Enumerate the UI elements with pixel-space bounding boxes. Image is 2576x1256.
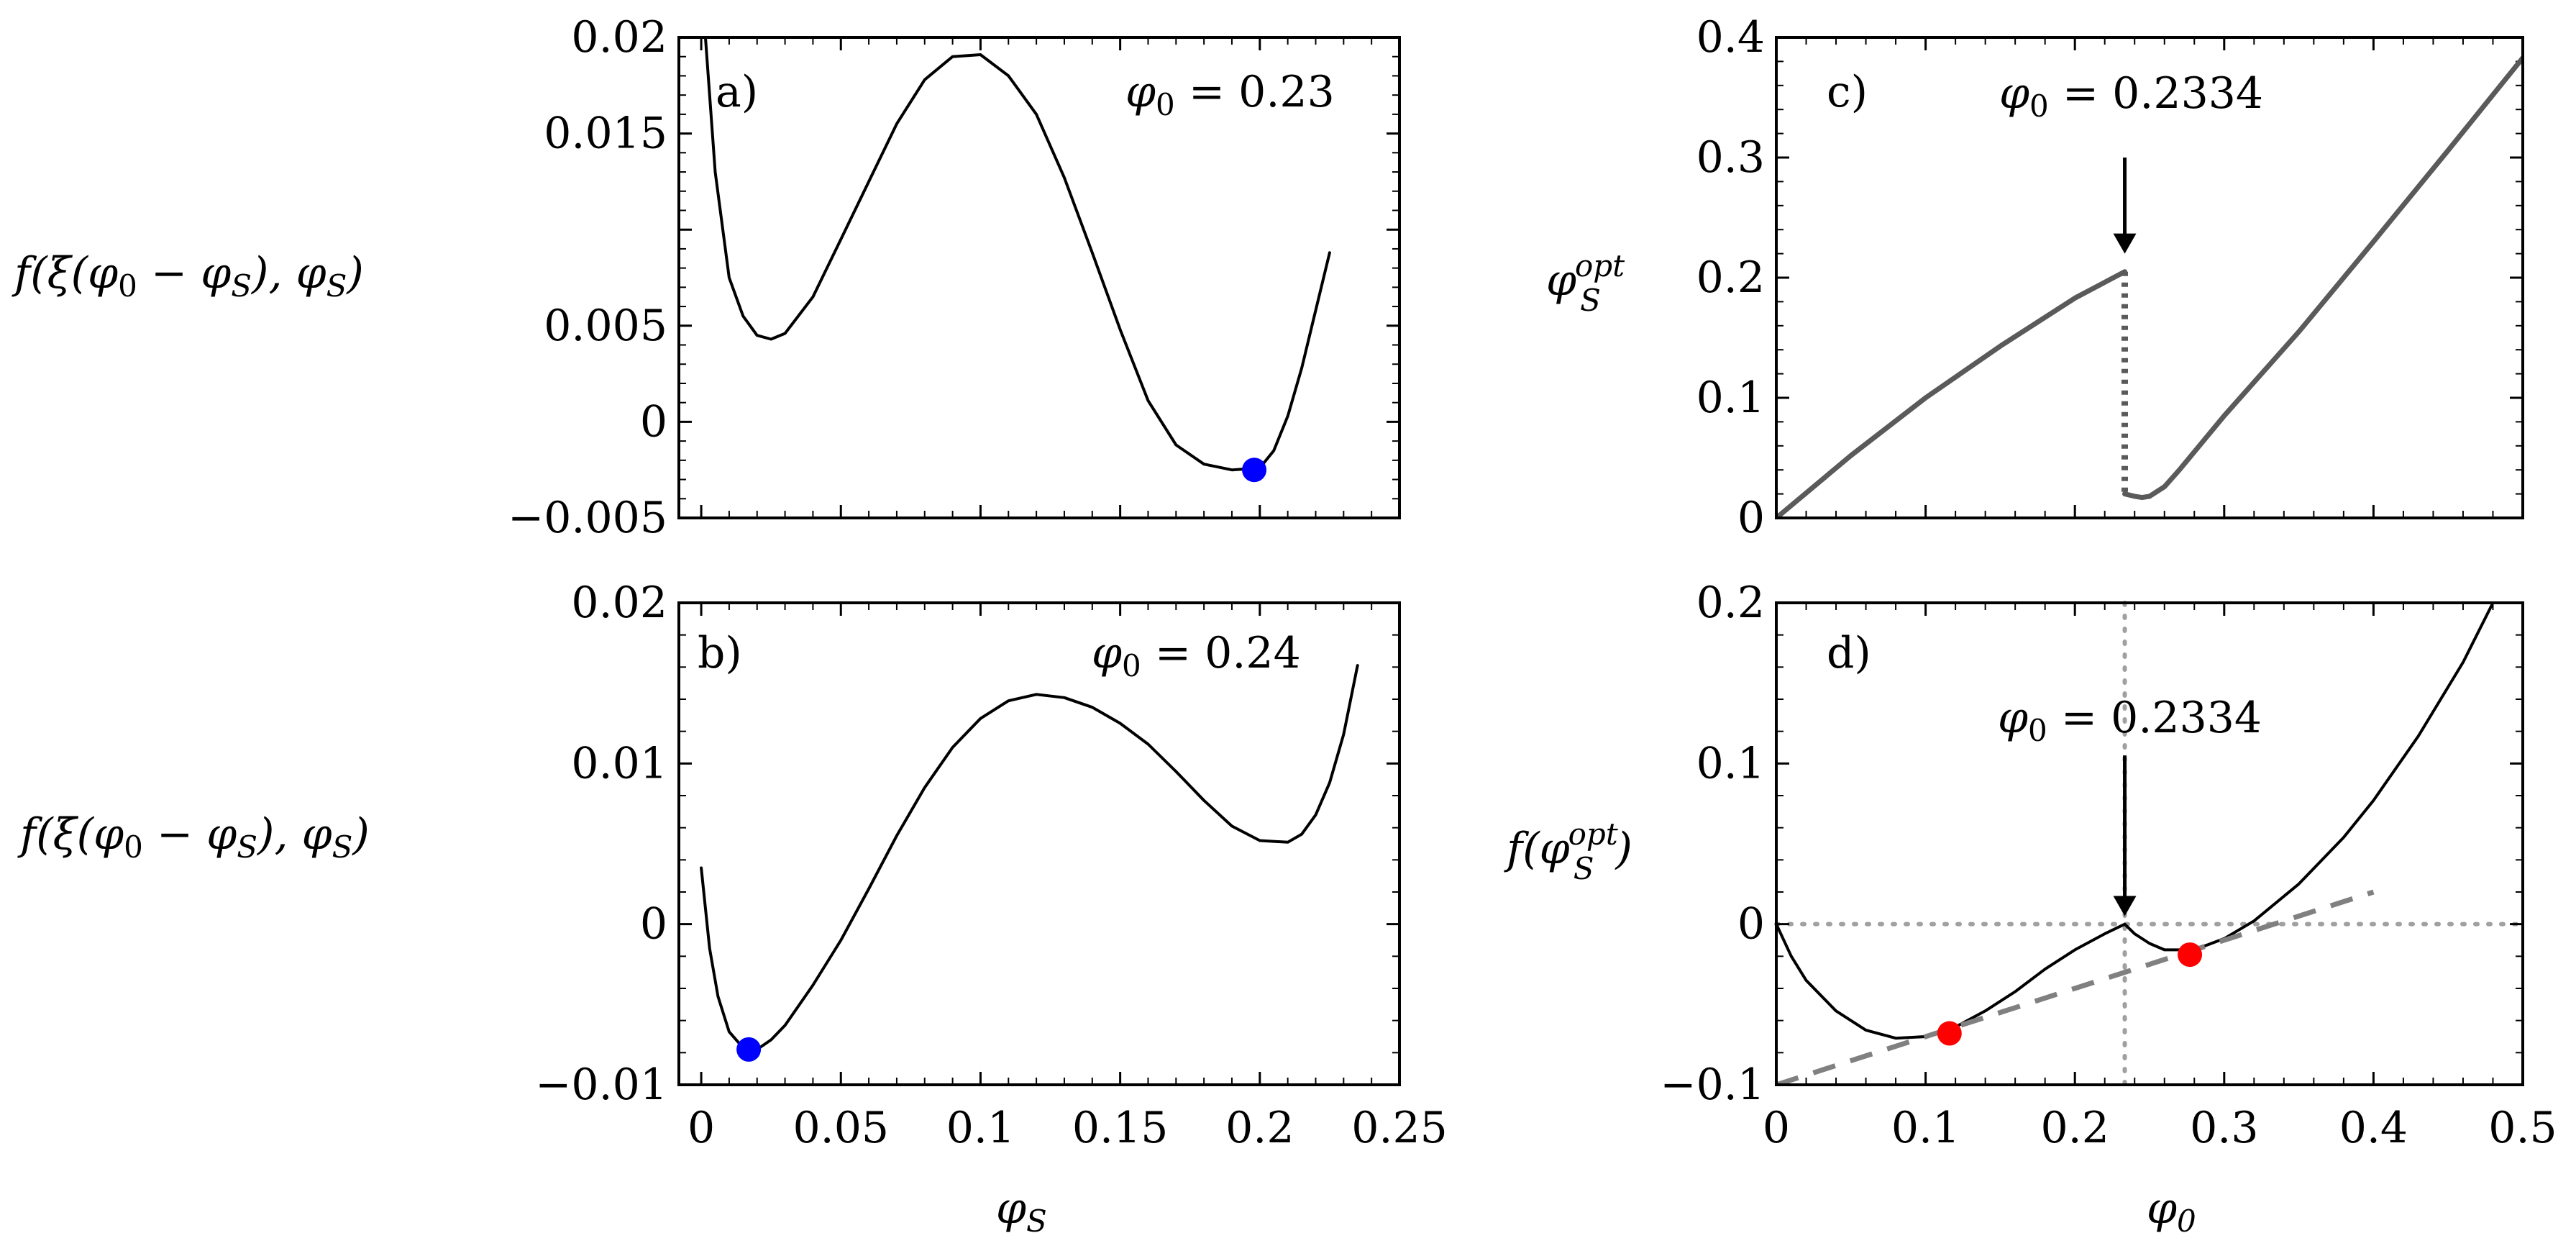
y-tick-label: −0.005: [508, 493, 667, 543]
y-tick-label: −0.1: [1660, 1060, 1765, 1110]
x-tick-label: 0.15: [1072, 1103, 1169, 1153]
data-point-marker: [1937, 1021, 1962, 1046]
y-tick-label: 0.02: [571, 578, 667, 628]
y-tick-label: 0: [1737, 899, 1765, 950]
y-axis-label: φopt S: [1546, 248, 1625, 318]
y-tick-label: −0.01: [535, 1060, 667, 1110]
series-f: [703, 37, 1331, 472]
plot-frame: [677, 601, 1401, 1086]
x-axis-label: φS: [996, 1183, 1047, 1239]
plot-frame: [677, 36, 1401, 519]
panel-label: a): [716, 67, 758, 117]
x-axis-label: φ0: [2147, 1183, 2196, 1239]
y-axis-label: f(ξ(φ0 − φS), φS): [17, 809, 370, 865]
x-tick-label: 0.4: [2339, 1103, 2408, 1153]
data-point-marker: [2178, 942, 2203, 968]
x-tick-label: 0.1: [1891, 1103, 1960, 1153]
panel-a: −0.005 0 0.005 0.015 0.02 a) φ0 = 0.23 f(ξ(φ0 −…: [12, 12, 1401, 543]
y-tick-label: 0.4: [1696, 12, 1765, 63]
x-tick-label: 0: [688, 1103, 715, 1153]
x-tick-label: 0.2: [1225, 1103, 1294, 1153]
plot-frame: [1775, 601, 2524, 1086]
phi0-annotation: φ0 = 0.23: [1125, 67, 1335, 122]
x-tick-label: 0.05: [793, 1103, 889, 1153]
plot-frame: [1775, 36, 2524, 519]
phi0-annotation: φ0 = 0.24: [1092, 628, 1301, 683]
annotation-arrow-head: [2113, 233, 2137, 254]
x-tick-label: 0.3: [2190, 1103, 2258, 1153]
y-tick-label: 0: [640, 899, 667, 950]
y-axis-label: f(φopt S): [1504, 816, 1632, 886]
panel-label: d): [1827, 628, 1871, 678]
y-axis-label: f(ξ(φ0 − φS), φS): [12, 248, 364, 304]
data-point-marker: [736, 1037, 762, 1062]
y-tick-label: 0.015: [544, 109, 667, 159]
series-branch-2: [2122, 55, 2523, 501]
y-tick-label: 0.1: [1696, 373, 1765, 423]
panel-b: 0 0.05 0.1 0.15 0.2 0.25 −0.01 0 0.01 0.02 b) φ0 = …: [17, 578, 1448, 1239]
y-tick-label: 0.1: [1696, 738, 1765, 788]
x-tick-label: 0.5: [2488, 1103, 2557, 1153]
phi0-annotation: φ0 = 0.2334: [1999, 68, 2263, 124]
annotation-arrow-head: [2113, 896, 2137, 916]
y-tick-label: 0: [640, 396, 667, 447]
series-common-tangent: [1776, 889, 2375, 1085]
y-tick-label: 0.2: [1696, 252, 1765, 303]
y-tick-label: 0.3: [1696, 132, 1765, 183]
y-tick-label: 0.02: [571, 12, 667, 63]
x-tick-label: 0.1: [946, 1103, 1015, 1153]
series-f-opt: [1776, 603, 2495, 1040]
x-tick-label: 0: [1763, 1103, 1790, 1153]
x-tick-label: 0.25: [1351, 1103, 1448, 1153]
y-tick-label: 0: [1737, 493, 1765, 543]
panel-label: b): [698, 628, 742, 678]
y-tick-label: 0.005: [544, 301, 667, 351]
phi0-annotation: φ0 = 0.2334: [1998, 693, 2262, 748]
panel-c: 0 0.1 0.2 0.3 0.4 c) φ0 = 0.2334 φopt S: [1546, 12, 2524, 543]
y-tick-label: 0.01: [571, 738, 667, 788]
panel-label: c): [1827, 67, 1868, 117]
data-point-marker: [1242, 458, 1267, 483]
series-branch-1: [1776, 269, 2127, 518]
y-tick-label: 0.2: [1696, 578, 1765, 628]
panel-d: 0 0.1 0.2 0.3 0.4 0.5−0.100.10.2d)φ0 = 0.2334…: [1504, 578, 2557, 1239]
series-f: [700, 664, 1359, 1051]
x-tick-label: 0.2: [2040, 1103, 2109, 1153]
